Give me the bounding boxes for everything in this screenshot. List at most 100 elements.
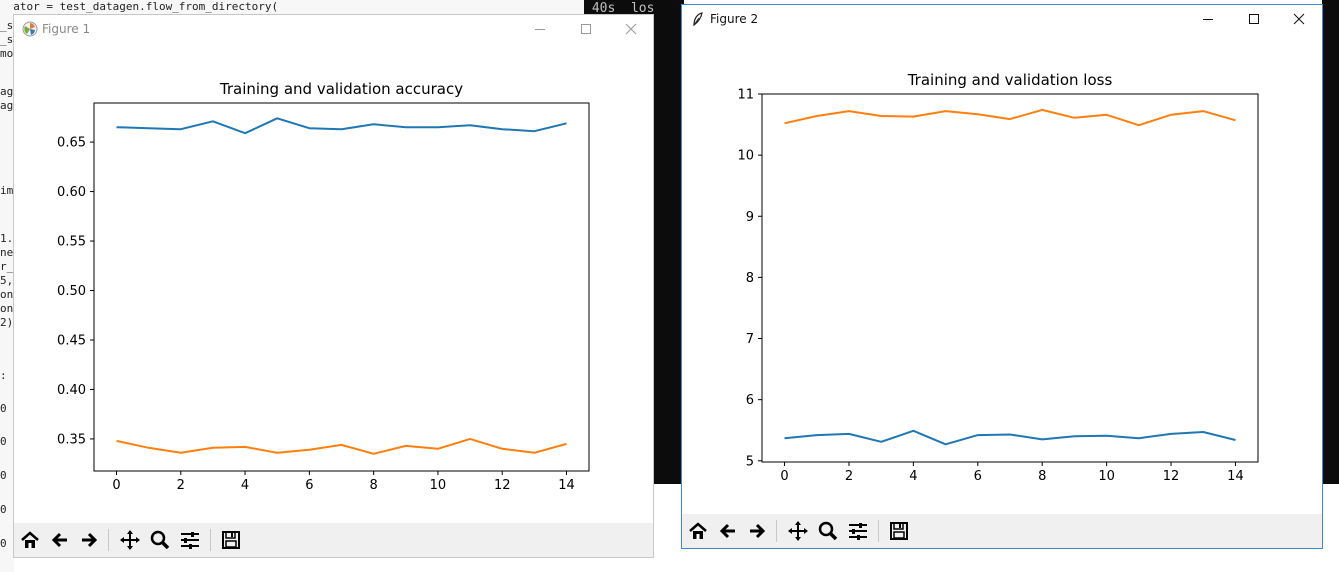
x-tick-label: 0 <box>780 469 788 484</box>
close-button[interactable] <box>1276 5 1322 33</box>
y-tick-label: 0.35 <box>57 432 86 447</box>
minimize-icon <box>1203 19 1213 20</box>
y-tick-label: 0.60 <box>57 185 86 200</box>
accuracy-chart: Training and validation accuracy 0 2 4 6 8 10 1… <box>57 80 590 493</box>
matplotlib-icon <box>22 21 38 37</box>
save-button[interactable] <box>886 518 912 544</box>
x-tick-label: 6 <box>305 478 313 493</box>
editor-line: 2) <box>0 316 14 329</box>
figure-2-window[interactable]: Figure 2 Training and validation loss 0 2 4… <box>681 4 1323 549</box>
x-tick-label: 14 <box>1227 469 1244 484</box>
save-icon <box>222 531 240 549</box>
y-tick-label: 11 <box>737 88 754 103</box>
y-tick-label: 0.50 <box>57 284 86 299</box>
home-button[interactable] <box>17 527 43 553</box>
editor-line: im <box>0 184 14 197</box>
editor-line: 0 <box>0 537 7 550</box>
editor-line: r_ <box>0 260 14 273</box>
forward-button[interactable] <box>744 518 770 544</box>
save-button[interactable] <box>218 527 244 553</box>
maximize-button[interactable] <box>1231 5 1277 33</box>
y-tick-label: 0.45 <box>57 333 86 348</box>
home-button[interactable] <box>685 518 711 544</box>
editor-line: 0 <box>0 503 7 516</box>
editor-top-line: erator = test_datagen.flow_from_director… <box>0 0 590 14</box>
save-icon <box>890 522 908 540</box>
back-button[interactable] <box>47 527 73 553</box>
figure-1-window[interactable]: Figure 1 Training and validation accurac… <box>13 14 654 558</box>
pan-button[interactable] <box>785 518 811 544</box>
forward-button[interactable] <box>76 527 102 553</box>
editor-line: ag <box>0 99 14 112</box>
chart-title: Training and validation accuracy <box>219 80 463 98</box>
back-icon <box>51 532 67 548</box>
title-bar[interactable]: Figure 2 <box>682 5 1322 33</box>
zoom-button[interactable] <box>147 527 173 553</box>
feather-icon <box>693 12 703 27</box>
zoom-icon <box>150 530 170 550</box>
terminal-line: 40s los <box>584 1 655 16</box>
maximize-icon <box>581 24 591 34</box>
x-tick-label: 10 <box>1098 469 1115 484</box>
series-1-line <box>784 429 1236 446</box>
editor-line: ag <box>0 85 14 98</box>
x-tick-label: 2 <box>845 469 853 484</box>
forward-icon <box>82 532 98 548</box>
minimize-icon <box>535 29 545 30</box>
editor-line: on <box>0 302 14 315</box>
editor-line: ne <box>0 246 14 259</box>
home-icon <box>21 531 39 548</box>
title-bar[interactable]: Figure 1 <box>14 15 653 43</box>
editor-line: : <box>0 369 7 382</box>
x-tick-label: 14 <box>558 478 575 493</box>
toolbar-separator <box>210 529 211 551</box>
y-tick-label: 6 <box>746 393 754 408</box>
x-tick-label: 6 <box>974 469 982 484</box>
y-tick-label: 7 <box>746 332 754 347</box>
x-tick-label: 2 <box>177 478 185 493</box>
editor-line: _s <box>0 19 14 32</box>
toolbar-separator <box>108 529 109 551</box>
close-icon <box>1293 13 1305 25</box>
configure-subplots-icon <box>849 523 867 540</box>
y-tick-label: 8 <box>746 271 754 286</box>
configure-subplots-button[interactable] <box>177 527 203 553</box>
close-button[interactable] <box>608 15 654 43</box>
y-tick-label: 0.65 <box>57 136 86 151</box>
y-tick-label: 0.55 <box>57 235 86 250</box>
x-tick-label: 4 <box>909 469 917 484</box>
editor-line: 0 <box>0 402 7 415</box>
minimize-button[interactable] <box>517 15 563 43</box>
minimize-button[interactable] <box>1185 5 1231 33</box>
chart-title: Training and validation loss <box>907 71 1113 89</box>
forward-icon <box>750 523 766 539</box>
series-2-line <box>784 108 1236 127</box>
x-tick-label: 12 <box>494 478 511 493</box>
x-tick-label: 0 <box>112 478 120 493</box>
close-icon <box>625 23 637 35</box>
editor-line: _si <box>0 33 14 46</box>
window-title: Figure 2 <box>710 12 759 26</box>
toolbar-separator <box>878 520 879 542</box>
desktop-edge <box>1322 0 1339 484</box>
maximize-icon <box>1249 14 1259 24</box>
configure-subplots-button[interactable] <box>845 518 871 544</box>
zoom-icon <box>818 521 838 541</box>
series-2-line <box>116 437 567 455</box>
x-tick-label: 10 <box>430 478 447 493</box>
y-tick-label: 5 <box>746 454 754 469</box>
zoom-button[interactable] <box>815 518 841 544</box>
editor-line: 0 <box>0 469 7 482</box>
y-tick-label: 10 <box>737 149 754 164</box>
back-button[interactable] <box>715 518 741 544</box>
pan-button[interactable] <box>117 527 143 553</box>
maximize-button[interactable] <box>563 15 609 43</box>
x-tick-label: 12 <box>1163 469 1180 484</box>
x-tick-label: 8 <box>1038 469 1046 484</box>
y-tick-label: 0.40 <box>57 383 86 398</box>
pan-icon <box>788 521 808 541</box>
window-title: Figure 1 <box>42 22 91 36</box>
editor-line: 1. <box>0 232 14 245</box>
navigation-toolbar <box>14 523 653 557</box>
